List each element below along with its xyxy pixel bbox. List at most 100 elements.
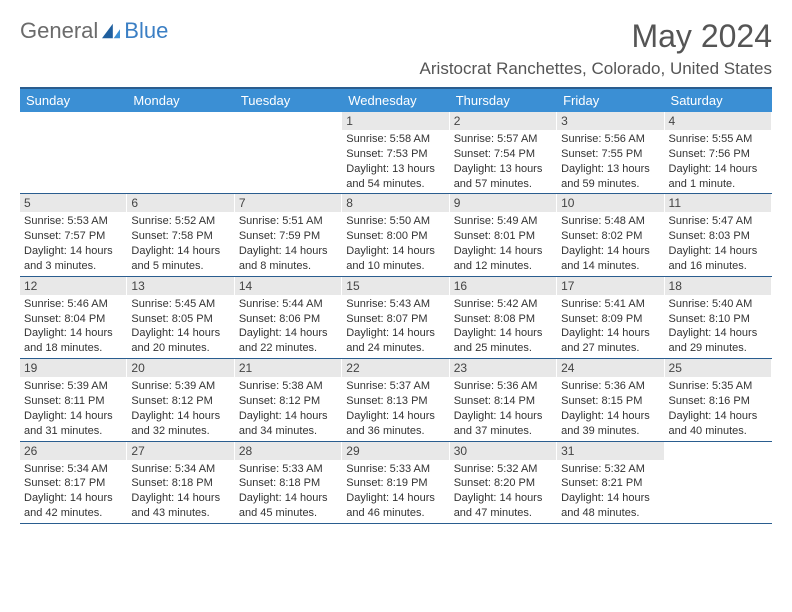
day-content: Sunrise: 5:43 AMSunset: 8:07 PMDaylight:… [342,295,448,358]
daylight-line: Daylight: 14 hours and 34 minutes. [239,409,337,439]
day-content: Sunrise: 5:36 AMSunset: 8:15 PMDaylight:… [557,377,663,440]
sunrise-line: Sunrise: 5:40 AM [669,297,767,312]
day-number: 27 [127,442,233,460]
day-number: 19 [20,359,126,377]
sunset-line: Sunset: 8:04 PM [24,312,122,327]
daylight-line: Daylight: 14 hours and 27 minutes. [561,326,659,356]
sunset-line: Sunset: 8:14 PM [454,394,552,409]
day-number: 31 [557,442,663,460]
day-number: 17 [557,277,663,295]
sunset-line: Sunset: 8:18 PM [239,476,337,491]
day-number: 11 [665,194,771,212]
sunrise-line: Sunrise: 5:38 AM [239,379,337,394]
sunrise-line: Sunrise: 5:43 AM [346,297,444,312]
calendar-day-cell: 29Sunrise: 5:33 AMSunset: 8:19 PMDayligh… [342,442,449,523]
weekday-header-cell: Monday [127,89,234,112]
sunrise-line: Sunrise: 5:34 AM [131,462,229,477]
calendar-day-cell: 19Sunrise: 5:39 AMSunset: 8:11 PMDayligh… [20,359,127,440]
weekday-header-cell: Sunday [20,89,127,112]
sunrise-line: Sunrise: 5:34 AM [24,462,122,477]
day-number: 20 [127,359,233,377]
calendar-day-cell: 16Sunrise: 5:42 AMSunset: 8:08 PMDayligh… [450,277,557,358]
sunset-line: Sunset: 7:59 PM [239,229,337,244]
day-content: Sunrise: 5:56 AMSunset: 7:55 PMDaylight:… [557,130,663,193]
day-content: Sunrise: 5:46 AMSunset: 8:04 PMDaylight:… [20,295,126,358]
calendar-day-cell: 31Sunrise: 5:32 AMSunset: 8:21 PMDayligh… [557,442,664,523]
day-content: Sunrise: 5:34 AMSunset: 8:18 PMDaylight:… [127,460,233,523]
sunset-line: Sunset: 8:01 PM [454,229,552,244]
daylight-line: Daylight: 14 hours and 20 minutes. [131,326,229,356]
day-content: Sunrise: 5:39 AMSunset: 8:11 PMDaylight:… [20,377,126,440]
day-number: 15 [342,277,448,295]
day-content: Sunrise: 5:42 AMSunset: 8:08 PMDaylight:… [450,295,556,358]
daylight-line: Daylight: 14 hours and 32 minutes. [131,409,229,439]
sunrise-line: Sunrise: 5:35 AM [669,379,767,394]
day-number: 4 [665,112,771,130]
daylight-line: Daylight: 14 hours and 24 minutes. [346,326,444,356]
calendar-day-cell [235,112,342,193]
logo-text-blue: Blue [124,18,168,44]
day-number: 1 [342,112,448,130]
day-content: Sunrise: 5:33 AMSunset: 8:18 PMDaylight:… [235,460,341,523]
day-number: 9 [450,194,556,212]
day-number: 7 [235,194,341,212]
calendar-week-row: 5Sunrise: 5:53 AMSunset: 7:57 PMDaylight… [20,194,772,276]
day-number: 10 [557,194,663,212]
day-content: Sunrise: 5:53 AMSunset: 7:57 PMDaylight:… [20,212,126,275]
calendar: SundayMondayTuesdayWednesdayThursdayFrid… [20,87,772,524]
calendar-day-cell: 25Sunrise: 5:35 AMSunset: 8:16 PMDayligh… [665,359,772,440]
calendar-day-cell: 23Sunrise: 5:36 AMSunset: 8:14 PMDayligh… [450,359,557,440]
day-content: Sunrise: 5:49 AMSunset: 8:01 PMDaylight:… [450,212,556,275]
daylight-line: Daylight: 14 hours and 43 minutes. [131,491,229,521]
daylight-line: Daylight: 14 hours and 37 minutes. [454,409,552,439]
day-content: Sunrise: 5:48 AMSunset: 8:02 PMDaylight:… [557,212,663,275]
sunrise-line: Sunrise: 5:41 AM [561,297,659,312]
daylight-line: Daylight: 14 hours and 36 minutes. [346,409,444,439]
weekday-header-cell: Thursday [450,89,557,112]
day-number: 29 [342,442,448,460]
sunrise-line: Sunrise: 5:36 AM [561,379,659,394]
location-text: Aristocrat Ranchettes, Colorado, United … [420,59,772,79]
calendar-day-cell: 4Sunrise: 5:55 AMSunset: 7:56 PMDaylight… [665,112,772,193]
day-content: Sunrise: 5:58 AMSunset: 7:53 PMDaylight:… [342,130,448,193]
daylight-line: Daylight: 14 hours and 18 minutes. [24,326,122,356]
logo-sail-icon [100,22,122,40]
calendar-day-cell: 10Sunrise: 5:48 AMSunset: 8:02 PMDayligh… [557,194,664,275]
sunrise-line: Sunrise: 5:42 AM [454,297,552,312]
day-number [665,442,771,460]
daylight-line: Daylight: 14 hours and 45 minutes. [239,491,337,521]
day-content: Sunrise: 5:47 AMSunset: 8:03 PMDaylight:… [665,212,771,275]
daylight-line: Daylight: 14 hours and 8 minutes. [239,244,337,274]
sunrise-line: Sunrise: 5:53 AM [24,214,122,229]
sunset-line: Sunset: 8:10 PM [669,312,767,327]
sunset-line: Sunset: 8:00 PM [346,229,444,244]
sunrise-line: Sunrise: 5:58 AM [346,132,444,147]
calendar-body: 1Sunrise: 5:58 AMSunset: 7:53 PMDaylight… [20,112,772,524]
day-number: 26 [20,442,126,460]
day-number: 6 [127,194,233,212]
calendar-week-row: 26Sunrise: 5:34 AMSunset: 8:17 PMDayligh… [20,442,772,524]
calendar-day-cell: 28Sunrise: 5:33 AMSunset: 8:18 PMDayligh… [235,442,342,523]
logo-text-general: General [20,18,98,44]
day-number: 3 [557,112,663,130]
calendar-day-cell: 30Sunrise: 5:32 AMSunset: 8:20 PMDayligh… [450,442,557,523]
calendar-day-cell: 15Sunrise: 5:43 AMSunset: 8:07 PMDayligh… [342,277,449,358]
calendar-day-cell: 13Sunrise: 5:45 AMSunset: 8:05 PMDayligh… [127,277,234,358]
day-content: Sunrise: 5:36 AMSunset: 8:14 PMDaylight:… [450,377,556,440]
daylight-line: Daylight: 14 hours and 22 minutes. [239,326,337,356]
day-number: 16 [450,277,556,295]
title-block: May 2024 Aristocrat Ranchettes, Colorado… [420,18,772,79]
day-number: 18 [665,277,771,295]
calendar-day-cell: 20Sunrise: 5:39 AMSunset: 8:12 PMDayligh… [127,359,234,440]
calendar-day-cell: 6Sunrise: 5:52 AMSunset: 7:58 PMDaylight… [127,194,234,275]
calendar-day-cell: 9Sunrise: 5:49 AMSunset: 8:01 PMDaylight… [450,194,557,275]
day-number: 22 [342,359,448,377]
sunrise-line: Sunrise: 5:39 AM [24,379,122,394]
daylight-line: Daylight: 13 hours and 54 minutes. [346,162,444,192]
calendar-day-cell [665,442,772,523]
calendar-day-cell: 1Sunrise: 5:58 AMSunset: 7:53 PMDaylight… [342,112,449,193]
sunset-line: Sunset: 7:55 PM [561,147,659,162]
sunset-line: Sunset: 8:09 PM [561,312,659,327]
sunset-line: Sunset: 8:16 PM [669,394,767,409]
day-content: Sunrise: 5:57 AMSunset: 7:54 PMDaylight:… [450,130,556,193]
